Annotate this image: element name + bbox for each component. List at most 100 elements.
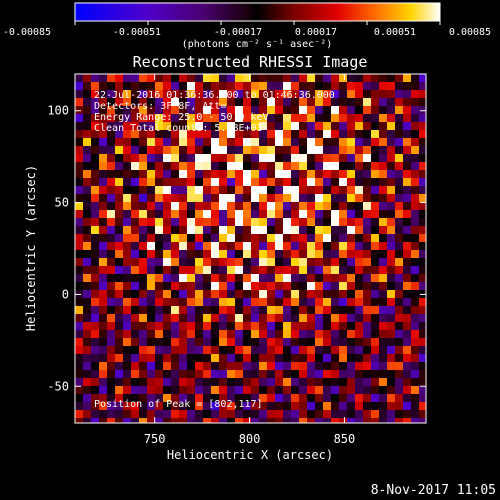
heatmap-cell xyxy=(155,298,163,306)
heatmap-cell xyxy=(259,314,267,322)
heatmap-cell xyxy=(91,98,99,106)
heatmap-cell xyxy=(91,122,99,130)
heatmap-cell xyxy=(411,346,419,354)
heatmap-cell xyxy=(251,162,259,170)
heatmap-cell xyxy=(419,226,426,234)
heatmap-cell xyxy=(307,386,315,394)
heatmap-cell xyxy=(115,170,123,178)
heatmap-cell xyxy=(83,250,91,258)
heatmap-cell xyxy=(371,418,379,423)
heatmap-cell xyxy=(163,402,171,410)
heatmap-cell xyxy=(219,410,227,418)
heatmap-cell xyxy=(139,338,147,346)
heatmap-cell xyxy=(403,274,411,282)
heatmap-cell xyxy=(283,130,291,138)
heatmap-cell xyxy=(203,266,211,274)
heatmap-cell xyxy=(403,170,411,178)
heatmap-cell xyxy=(99,114,107,122)
heatmap-cell xyxy=(411,338,419,346)
heatmap-cell xyxy=(163,306,171,314)
heatmap-cell xyxy=(275,186,283,194)
heatmap-cell xyxy=(131,386,139,394)
heatmap-cell xyxy=(259,266,267,274)
heatmap-cell xyxy=(339,258,347,266)
heatmap-cell xyxy=(259,418,267,423)
heatmap-cell xyxy=(99,154,107,162)
heatmap-cell xyxy=(163,290,171,298)
heatmap-cell xyxy=(371,410,379,418)
heatmap-cell xyxy=(203,234,211,242)
heatmap-cell xyxy=(227,106,235,114)
heatmap-cell xyxy=(179,186,187,194)
heatmap-cell xyxy=(395,138,403,146)
heatmap-cell xyxy=(291,418,299,423)
heatmap-cell xyxy=(363,370,371,378)
heatmap-cell xyxy=(331,306,339,314)
heatmap-cell xyxy=(307,194,315,202)
heatmap-cell xyxy=(107,394,115,402)
heatmap-cell xyxy=(107,250,115,258)
heatmap-cell xyxy=(371,74,379,82)
heatmap-cell xyxy=(403,210,411,218)
heatmap-cell xyxy=(347,178,355,186)
heatmap-cell xyxy=(211,402,219,410)
heatmap-cell xyxy=(139,82,147,90)
heatmap-cell xyxy=(75,154,83,162)
heatmap-cell xyxy=(139,354,147,362)
heatmap-cell xyxy=(179,130,187,138)
heatmap-cell xyxy=(291,338,299,346)
heatmap-cell xyxy=(363,338,371,346)
heatmap-cell xyxy=(219,394,227,402)
heatmap-cell xyxy=(203,114,211,122)
heatmap-cell xyxy=(259,362,267,370)
heatmap-cell xyxy=(243,162,251,170)
heatmap-cell xyxy=(331,146,339,154)
heatmap-cell xyxy=(235,418,243,423)
heatmap-cell xyxy=(195,242,203,250)
heatmap-cell xyxy=(203,298,211,306)
heatmap-cell xyxy=(403,146,411,154)
heatmap-cell xyxy=(355,242,363,250)
heatmap-cell xyxy=(107,258,115,266)
heatmap-cell xyxy=(347,378,355,386)
heatmap-cell xyxy=(371,130,379,138)
heatmap-cell xyxy=(291,370,299,378)
heatmap-cell xyxy=(251,90,259,98)
heatmap-cell xyxy=(171,250,179,258)
heatmap-cell xyxy=(315,74,323,82)
heatmap-cell xyxy=(83,330,91,338)
heatmap-cell xyxy=(131,202,139,210)
heatmap-cell xyxy=(163,154,171,162)
heatmap-cell xyxy=(355,218,363,226)
heatmap-cell xyxy=(379,234,387,242)
heatmap-cell xyxy=(363,314,371,322)
heatmap-cell xyxy=(283,370,291,378)
heatmap-cell xyxy=(131,194,139,202)
heatmap-cell xyxy=(275,138,283,146)
heatmap-cell xyxy=(411,234,419,242)
heatmap-cell xyxy=(379,170,387,178)
heatmap-cell xyxy=(315,210,323,218)
heatmap-cell xyxy=(83,234,91,242)
heatmap-cell xyxy=(99,218,107,226)
heatmap-cell xyxy=(259,250,267,258)
heatmap-cell xyxy=(363,106,371,114)
heatmap-cell xyxy=(347,186,355,194)
heatmap-cell xyxy=(211,298,219,306)
heatmap-cell xyxy=(115,370,123,378)
heatmap-cell xyxy=(171,298,179,306)
heatmap-cell xyxy=(203,106,211,114)
heatmap-cell xyxy=(355,194,363,202)
heatmap-cell xyxy=(179,154,187,162)
heatmap-cell xyxy=(363,146,371,154)
heatmap-cell xyxy=(419,418,426,423)
heatmap-cell xyxy=(131,122,139,130)
heatmap-cell xyxy=(227,226,235,234)
heatmap-cell xyxy=(355,154,363,162)
heatmap-cell xyxy=(131,338,139,346)
heatmap-cell xyxy=(227,346,235,354)
colorbar-tick-label: 0.00051 xyxy=(374,27,416,38)
heatmap-cell xyxy=(275,322,283,330)
heatmap-cell xyxy=(267,178,275,186)
heatmap-cell xyxy=(115,106,123,114)
